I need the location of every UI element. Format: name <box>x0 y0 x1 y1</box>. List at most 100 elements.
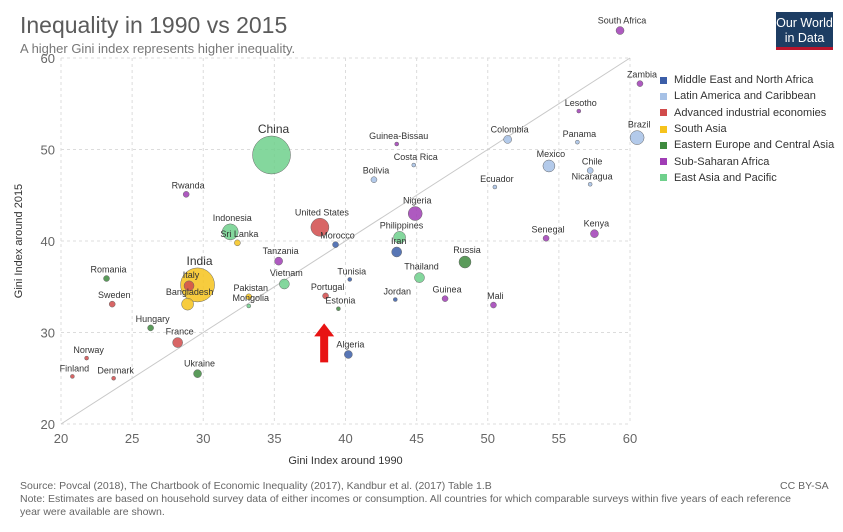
point-label: Nicaragua <box>572 171 613 181</box>
data-point[interactable] <box>181 297 194 311</box>
chart-title: Inequality in 1990 vs 2015 <box>20 12 288 38</box>
point-label: Bangladesh <box>166 287 214 297</box>
data-point[interactable] <box>347 277 353 282</box>
legend-item[interactable]: Middle East and North Africa <box>660 72 834 88</box>
point-label: Rwanda <box>172 180 205 190</box>
legend-label: Latin America and Caribbean <box>674 90 816 103</box>
x-tick-label: 25 <box>125 431 139 446</box>
data-point[interactable] <box>344 350 353 359</box>
data-point[interactable] <box>590 229 599 238</box>
point-label: Guinea-Bissau <box>369 131 428 141</box>
data-point[interactable] <box>407 206 423 221</box>
x-tick-label: 60 <box>623 431 637 446</box>
data-point[interactable] <box>70 374 75 379</box>
logo-line-1: Our World <box>776 16 833 30</box>
note-text: Note: Estimates are based on household s… <box>20 493 791 518</box>
point-label: Finland <box>60 363 90 373</box>
point-label: Morocco <box>320 231 355 241</box>
point-label: Algeria <box>336 339 364 349</box>
data-point[interactable] <box>183 280 195 292</box>
legend-item[interactable]: South Asia <box>660 121 834 137</box>
point-label: Denmark <box>97 365 134 375</box>
data-point[interactable] <box>322 292 329 300</box>
data-point[interactable] <box>108 300 116 308</box>
data-point[interactable] <box>147 324 154 332</box>
data-point[interactable] <box>336 306 341 311</box>
data-point[interactable] <box>394 141 399 147</box>
data-point[interactable] <box>411 162 417 168</box>
legend-item[interactable]: Advanced industrial economies <box>660 105 834 121</box>
data-point[interactable] <box>393 231 406 244</box>
x-tick-label: 30 <box>196 431 210 446</box>
data-point[interactable] <box>182 191 190 198</box>
legend-item[interactable]: Latin America and Caribbean <box>660 88 834 104</box>
data-point[interactable] <box>575 139 580 145</box>
data-point[interactable] <box>172 337 183 348</box>
x-tick-label: 20 <box>54 431 68 446</box>
data-point[interactable] <box>370 176 378 183</box>
source-text: Source: Povcal (2018), The Chartbook of … <box>20 480 492 492</box>
license-link[interactable]: CC BY-SA <box>780 480 829 492</box>
data-point[interactable] <box>587 182 593 187</box>
point-label: Panama <box>563 129 597 139</box>
legend-item[interactable]: Sub-Saharan Africa <box>660 153 834 169</box>
data-point[interactable] <box>246 303 252 309</box>
data-point[interactable] <box>234 239 241 247</box>
data-point[interactable] <box>111 376 116 381</box>
data-point[interactable] <box>393 297 398 302</box>
data-point[interactable] <box>441 295 449 302</box>
data-point[interactable] <box>222 223 239 241</box>
data-point[interactable] <box>458 255 472 269</box>
data-point[interactable] <box>542 235 550 242</box>
point-label: Mongolia <box>233 293 270 303</box>
data-point[interactable] <box>332 241 339 248</box>
data-point[interactable] <box>245 293 253 301</box>
x-axis-label: Gini Index around 1990 <box>288 455 402 467</box>
data-point[interactable] <box>636 80 644 87</box>
data-point[interactable] <box>576 108 582 114</box>
red-arrow-annotation <box>314 323 335 363</box>
point-label: Sweden <box>98 290 131 300</box>
point-labels: South Africa Zambia Lesotho Brazil Panama Col… <box>60 16 657 376</box>
chart-subtitle: A higher Gini index represents higher in… <box>20 41 296 56</box>
point-label: South Africa <box>598 16 647 26</box>
data-point[interactable] <box>310 218 330 237</box>
point-label: Italy <box>183 270 200 280</box>
data-point[interactable] <box>492 184 498 190</box>
logo-line-2: in Data <box>784 31 825 45</box>
data-point[interactable] <box>615 26 625 35</box>
point-label: India <box>187 254 213 268</box>
data-point[interactable] <box>490 301 497 309</box>
point-label: Mali <box>487 291 504 301</box>
point-label: Guinea <box>433 285 462 295</box>
data-point[interactable] <box>391 246 402 258</box>
point-label: Jordan <box>384 287 412 297</box>
legend-label: East Asia and Pacific <box>674 171 777 184</box>
data-point[interactable] <box>279 278 290 290</box>
point-label: Tanzania <box>263 246 299 256</box>
data-point[interactable] <box>503 135 512 144</box>
data-point[interactable] <box>103 275 110 282</box>
point-label: Indonesia <box>213 213 252 223</box>
legend-label: Middle East and North Africa <box>674 74 814 87</box>
point-label: Sri Lanka <box>220 229 258 239</box>
data-point[interactable] <box>542 159 556 173</box>
legend-label: South Asia <box>674 123 727 136</box>
y-axis-label: Gini Index around 2015 <box>13 184 25 298</box>
y-tick-label: 60 <box>41 51 55 66</box>
data-point[interactable] <box>180 267 215 303</box>
point-label: United States <box>295 207 350 217</box>
owid-logo[interactable]: Our World in Data <box>776 12 833 50</box>
data-point[interactable] <box>586 167 594 174</box>
data-point[interactable] <box>414 272 425 283</box>
point-label: Hungary <box>136 314 171 324</box>
point-label: China <box>258 122 290 136</box>
data-point[interactable] <box>629 130 645 145</box>
data-point[interactable] <box>252 135 291 175</box>
data-point[interactable] <box>193 369 202 378</box>
legend-item[interactable]: East Asia and Pacific <box>660 170 834 186</box>
point-label: Norway <box>73 345 104 355</box>
legend-item[interactable]: Eastern Europe and Central Asia <box>660 137 834 153</box>
data-point[interactable] <box>84 355 89 361</box>
data-point[interactable] <box>274 256 283 266</box>
